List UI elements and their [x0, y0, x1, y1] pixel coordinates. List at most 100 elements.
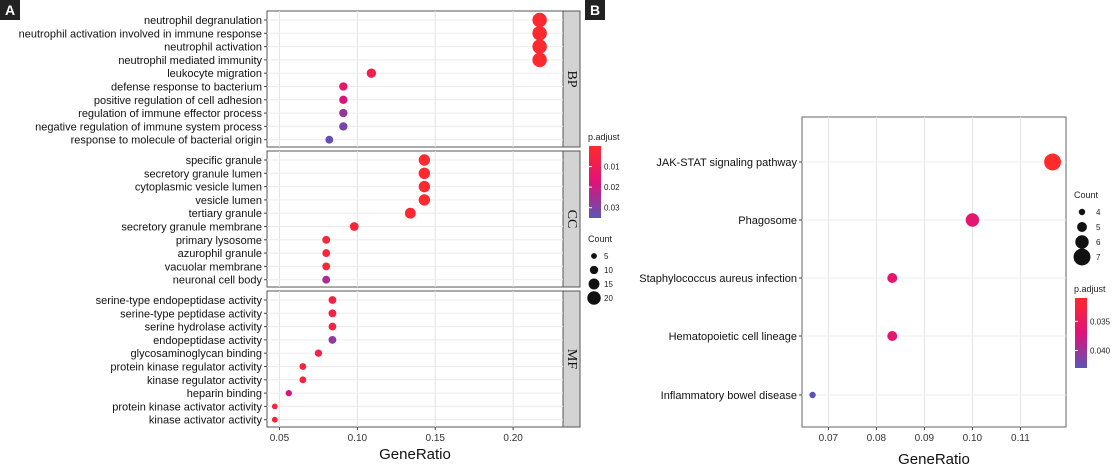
data-point	[532, 12, 547, 28]
panel-b-size-legend: Count 4 5 6 7	[1073, 190, 1101, 266]
color-tick-label: 0.01	[604, 163, 620, 172]
facet-cc-label: CC	[564, 210, 579, 229]
panel-a-label: A	[5, 2, 15, 18]
term-label: vesicle lumen	[195, 195, 262, 207]
data-point	[299, 363, 307, 370]
size-key-label: 20	[604, 294, 613, 303]
panel-a-color-legend: p.adjust 0.01 0.02 0.03	[588, 132, 620, 218]
panel-b-x-axis: 0.07 0.08 0.09 0.10 0.11	[819, 427, 1030, 444]
x-tick-label: 0.05	[270, 433, 290, 444]
data-point	[418, 194, 431, 206]
data-point	[328, 296, 337, 304]
size-key-label: 4	[1096, 208, 1101, 217]
facet-mf-points	[271, 296, 337, 423]
term-label: secretory granule membrane	[121, 222, 262, 234]
panel-b-color-bar	[1075, 298, 1087, 368]
panel-b-points	[809, 153, 1062, 399]
term-label: neutrophil degranulation	[144, 15, 262, 27]
facet-cc-strip	[562, 150, 581, 288]
term-label: defense response to bacterium	[111, 82, 262, 94]
data-point	[887, 331, 898, 341]
x-tick-label: 0.15	[426, 433, 446, 444]
data-point	[809, 391, 816, 399]
term-label: neutrophil activation involved in immune…	[19, 28, 262, 40]
data-point	[322, 235, 331, 244]
facet-bp-strip	[562, 10, 581, 148]
data-point	[339, 95, 348, 104]
facet-bp-points	[325, 12, 547, 144]
data-point	[532, 52, 547, 68]
panel-b-terms: JAK-STAT signaling pathway Phagosome Staph…	[639, 157, 802, 402]
term-label: Staphylococcus aureus infection	[639, 273, 797, 285]
panel-a-size-legend: Count 5 10 15 20	[587, 234, 613, 305]
term-label: kinase activator activity	[149, 415, 263, 427]
panel-b: B JAK-STAT signaling pathway Phagosome Sta…	[585, 0, 1111, 466]
x-tick-label: 0.11	[1011, 433, 1030, 444]
term-label: tertiary granule	[189, 208, 262, 220]
panel-b-color-legend-title: p.adjust	[1074, 284, 1106, 294]
term-label: Hematopoietic cell lineage	[669, 331, 797, 343]
term-label: kinase regulator activity	[147, 375, 262, 387]
panel-a-color-ticks: 0.01 0.02 0.03	[589, 163, 620, 213]
term-label: primary lysosome	[176, 235, 262, 247]
term-label: protein kinase activator activity	[112, 401, 262, 413]
data-point	[285, 389, 292, 397]
term-label: serine-type peptidase activity	[120, 308, 262, 320]
panel-a: A BP neutrophil degranulationneutrophil …	[0, 0, 620, 463]
size-key-label: 10	[604, 266, 613, 275]
data-point	[887, 273, 898, 283]
panel-b-label-box	[585, 0, 605, 20]
panel-b-color-legend: p.adjust 0.035 0.040	[1074, 284, 1111, 368]
size-key-label: 15	[604, 280, 613, 289]
size-key-dot	[587, 291, 601, 305]
term-label: positive regulation of cell adhesion	[94, 95, 262, 107]
facet-mf-strip	[562, 290, 581, 428]
term-label: heparin binding	[187, 388, 262, 400]
term-label: serine hydrolase activity	[145, 322, 263, 334]
data-point	[532, 26, 547, 41]
facet-mf-terms: serine-type endopeptidase activityserine…	[96, 295, 267, 427]
data-point	[328, 322, 337, 331]
facet-mf-grid	[267, 291, 563, 427]
size-key-dot	[1077, 222, 1087, 232]
size-key-dot	[591, 253, 597, 259]
term-label: Phagosome	[738, 215, 797, 227]
data-point	[322, 249, 331, 258]
data-point	[366, 68, 377, 78]
panel-a-size-keys: 5 10 15 20	[587, 252, 613, 305]
term-label: serine-type endopeptidase activity	[96, 295, 263, 307]
data-point	[349, 222, 359, 231]
data-point	[339, 82, 348, 91]
panel-b-size-keys: 4 5 6 7	[1073, 208, 1101, 266]
data-point	[299, 376, 307, 384]
panel-a-color-legend-title: p.adjust	[588, 132, 620, 142]
panel-b-size-legend-title: Count	[1074, 190, 1099, 200]
data-point	[965, 213, 980, 227]
size-key-label: 5	[604, 252, 609, 261]
data-point	[271, 403, 278, 410]
data-point	[314, 349, 323, 357]
term-label: specific granule	[186, 155, 262, 167]
panel-b-x-title: GeneRatio	[898, 451, 970, 466]
term-label: neutrophil activation	[164, 42, 262, 54]
panel-b-label: B	[590, 2, 600, 18]
size-key-dot	[589, 265, 599, 275]
x-tick-label: 0.07	[819, 433, 839, 444]
data-point	[325, 135, 334, 144]
x-tick-label: 0.10	[348, 433, 368, 444]
term-label: azurophil granule	[178, 248, 262, 260]
color-tick-label: 0.03	[604, 204, 620, 213]
size-key-dot	[1073, 248, 1091, 266]
x-tick-label: 0.08	[867, 433, 887, 444]
data-point	[418, 167, 431, 180]
data-point	[418, 154, 431, 166]
data-point	[322, 262, 331, 271]
size-key-label: 6	[1096, 238, 1101, 247]
term-label: glycosaminoglycan binding	[131, 348, 262, 360]
data-point	[418, 180, 431, 193]
facet-mf: MF serine-type endopeptidase activityser…	[96, 290, 581, 428]
